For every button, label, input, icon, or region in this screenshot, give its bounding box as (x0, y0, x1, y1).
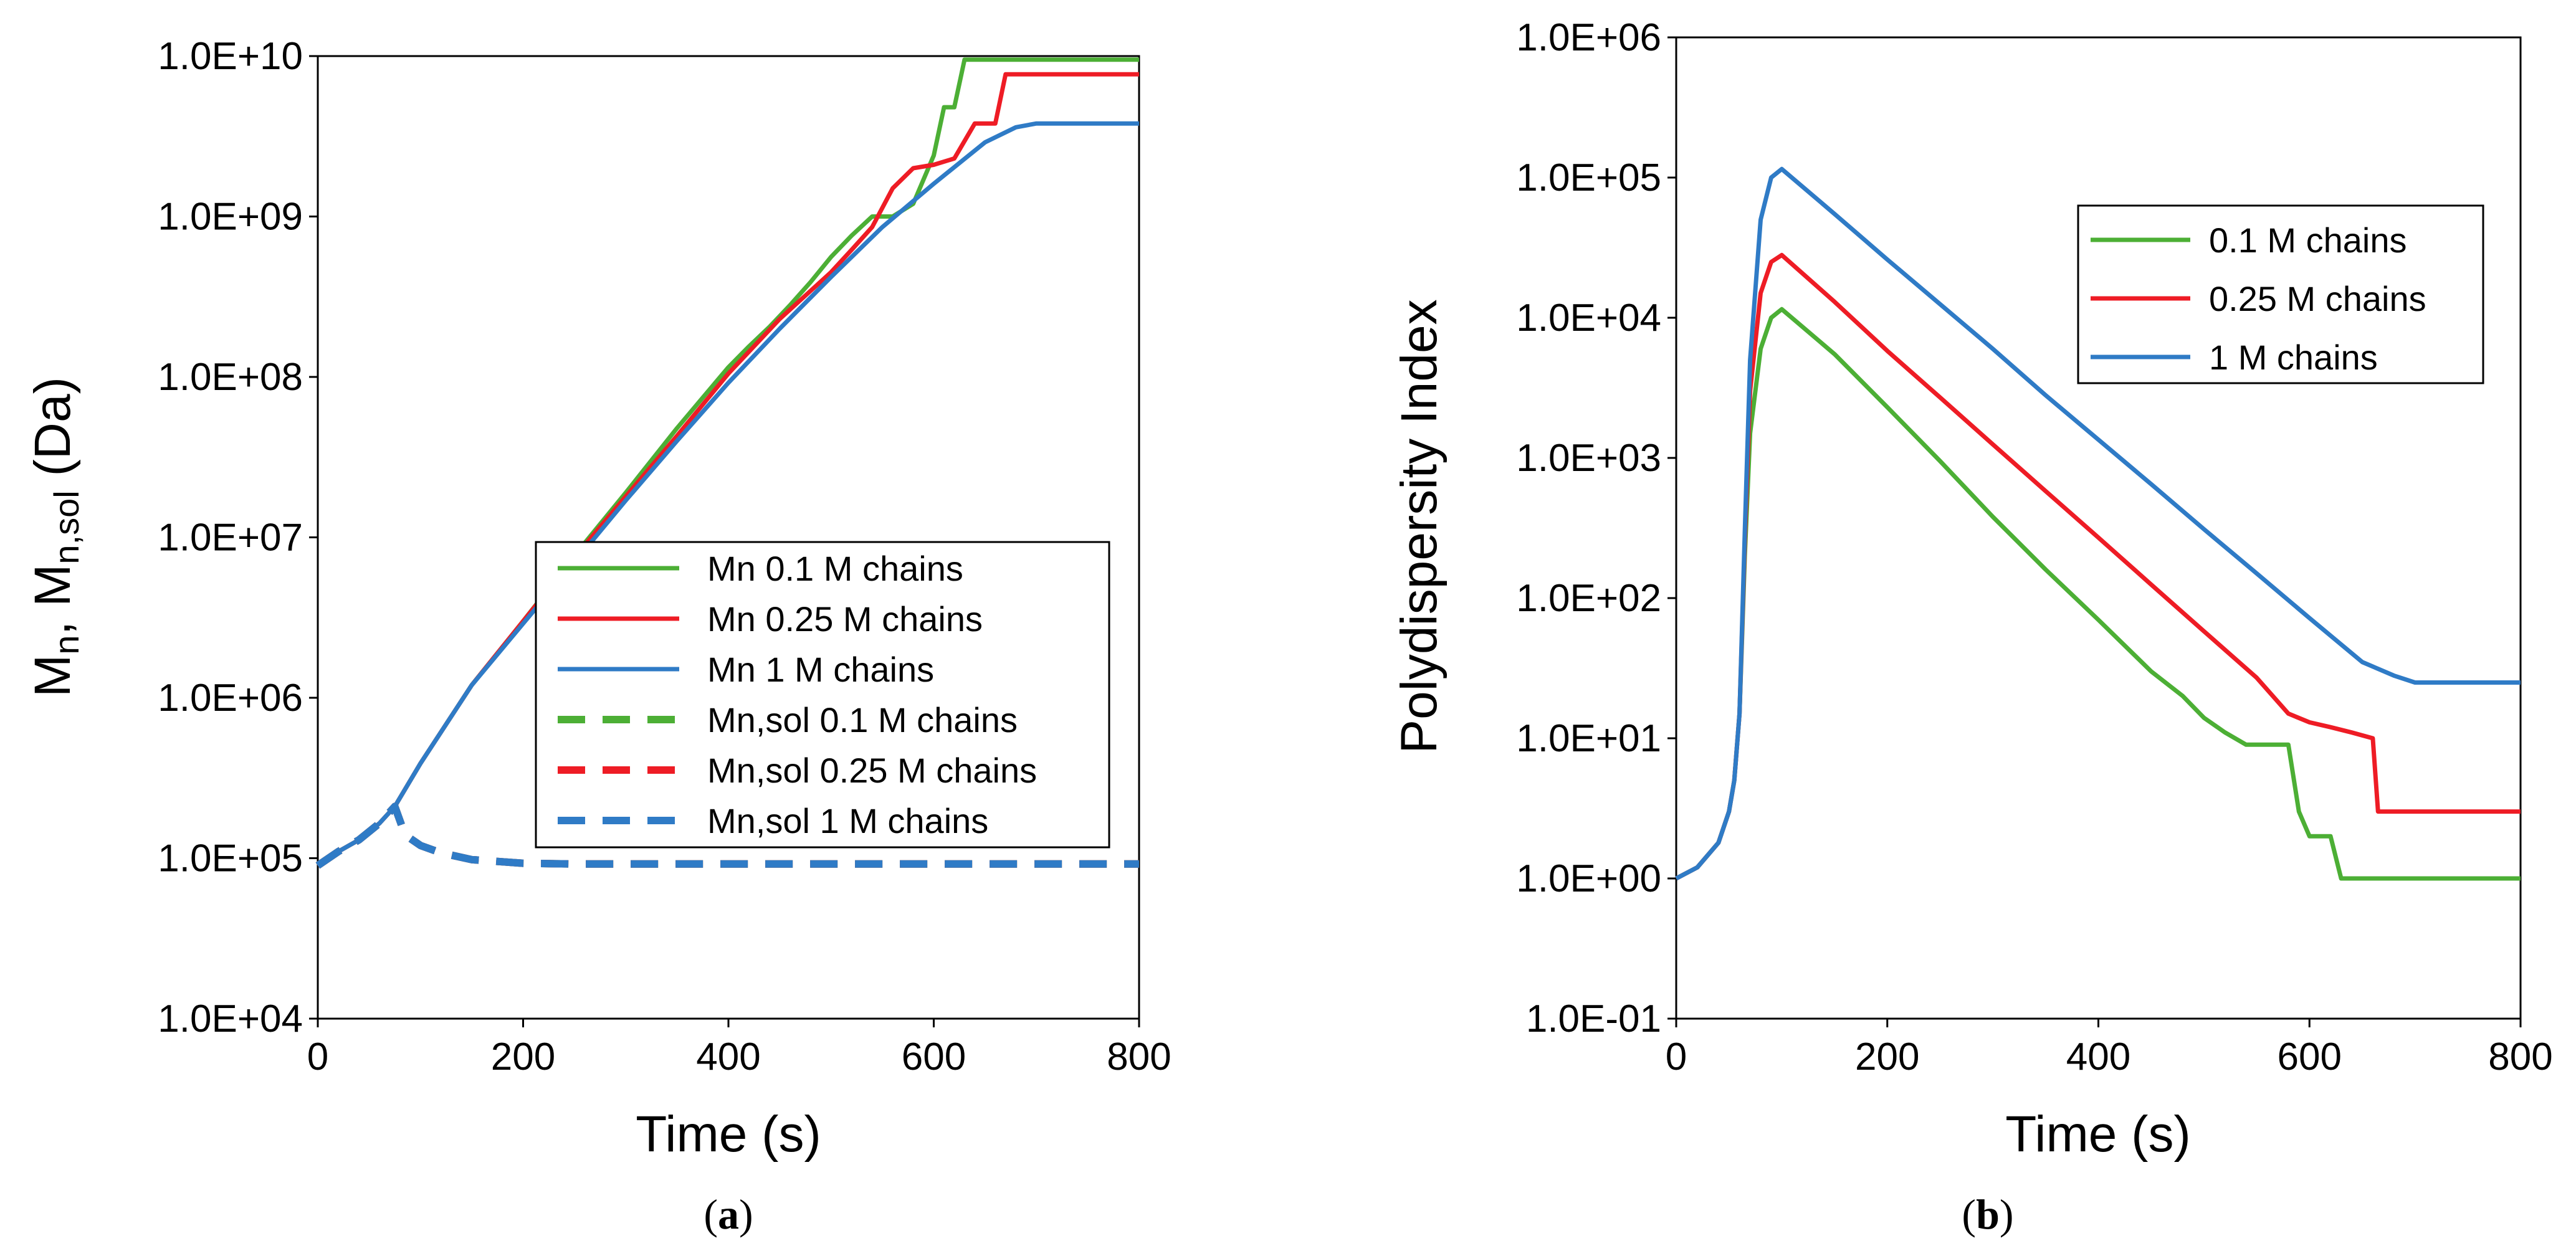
panel-b-y-tick-label: 1.0E+02 (1516, 577, 1661, 620)
panel-a-legend: Mn 0.1 M chains Mn 0.25 M chains Mn 1 M ch… (535, 541, 1110, 849)
panel-a-y-tick-label: 1.0E+10 (158, 35, 303, 78)
panel-a-y-tick-label: 1.0E+09 (158, 196, 303, 239)
panel-a-label: (a) (704, 1191, 753, 1238)
panel-a-x-tick-label: 600 (902, 1035, 966, 1078)
panel-b-legend: 0.1 M chains 0.25 M chains 1 M chains (2077, 204, 2484, 384)
panel-b-x-tick-label: 600 (2278, 1035, 2342, 1078)
panel-b-y-axis-title: Polydispersity Index (1391, 299, 1448, 753)
panel-a-legend-label: Mn,sol 1 M chains (707, 801, 988, 840)
panel-b-y-tick-label: 1.0E+03 (1516, 437, 1661, 480)
panel-b-x-tick-label: 0 (1666, 1035, 1687, 1078)
panel-a-legend-box (535, 541, 1110, 849)
panel-a-x-tick-label: 0 (307, 1035, 328, 1078)
panel-b-x-ticks: 0 200 400 600 800 (1666, 1019, 2553, 1078)
panel-b-chart: 1.0E-01 1.0E+00 1.0E+01 1.0E+02 1.0E+03 1.0E+… (1391, 16, 2553, 1238)
panel-a-legend-label: Mn,sol 0.1 M chains (707, 700, 1018, 740)
panel-a-chart: 1.0E+04 1.0E+05 1.0E+06 1.0E+07 1.0E+08 1.0E+… (24, 35, 1171, 1238)
panel-b-x-tick-label: 400 (2066, 1035, 2130, 1078)
panel-a-y-tick-label: 1.0E+07 (158, 516, 303, 559)
panel-b-x-tick-label: 800 (2488, 1035, 2552, 1078)
panel-a-y-tick-label: 1.0E+06 (158, 677, 303, 720)
panel-b-legend-box (2077, 204, 2484, 384)
panel-b-legend-label: 1 M chains (2209, 338, 2378, 377)
panel-b-legend-label: 0.1 M chains (2209, 221, 2407, 260)
panel-b-x-tick-label: 200 (1855, 1035, 1919, 1078)
panel-b-x-axis-title: Time (s) (2005, 1106, 2191, 1163)
panel-a-x-tick-label: 800 (1107, 1035, 1171, 1078)
panel-a-legend-label: Mn 0.1 M chains (707, 549, 963, 588)
panel-b-y-tick-label: 1.0E+00 (1516, 857, 1661, 900)
panel-b-label: (b) (1962, 1191, 2013, 1238)
panel-a-y-tick-label: 1.0E+08 (158, 356, 303, 399)
panel-b-y-tick-label: 1.0E+01 (1516, 717, 1661, 760)
panel-b-series-line (1675, 166, 2521, 881)
panel-a-x-tick-label: 400 (696, 1035, 760, 1078)
panel-a-legend-label: Mn 1 M chains (707, 650, 934, 689)
panel-a-plot-area (317, 55, 1140, 1020)
panel-a-y-tick-label: 1.0E+05 (158, 837, 303, 880)
panel-a-x-tick-label: 200 (491, 1035, 555, 1078)
panel-a-y-ticks: 1.0E+04 1.0E+05 1.0E+06 1.0E+07 1.0E+08 1.0E+… (158, 35, 318, 1040)
panel-a-series-lines (315, 57, 1139, 869)
panel-b-y-ticks: 1.0E-01 1.0E+00 1.0E+01 1.0E+02 1.0E+03 1.0E+… (1516, 16, 1676, 1040)
panel-a-legend-label: Mn,sol 0.25 M chains (707, 751, 1037, 790)
panel-a-x-ticks: 0 200 400 600 800 (307, 1019, 1171, 1078)
panel-a-x-axis-title: Time (s) (636, 1106, 821, 1163)
panel-a-y-axis-title: Mn, Mn,sol (Da) (24, 377, 86, 697)
panel-b-y-tick-label: 1.0E+06 (1516, 16, 1661, 59)
panel-b-series-lines (1675, 166, 2521, 881)
panel-b-y-tick-label: 1.0E-01 (1526, 997, 1661, 1040)
panel-a-legend-label: Mn 0.25 M chains (707, 599, 983, 639)
panel-b-y-tick-label: 1.0E+05 (1516, 156, 1661, 199)
panel-b-y-tick-label: 1.0E+04 (1516, 297, 1661, 340)
panel-a-series-line (315, 802, 1139, 869)
panel-a-y-tick-label: 1.0E+04 (158, 997, 303, 1040)
panel-a-series-line (317, 121, 1139, 868)
panel-b-legend-label: 0.25 M chains (2209, 279, 2426, 318)
